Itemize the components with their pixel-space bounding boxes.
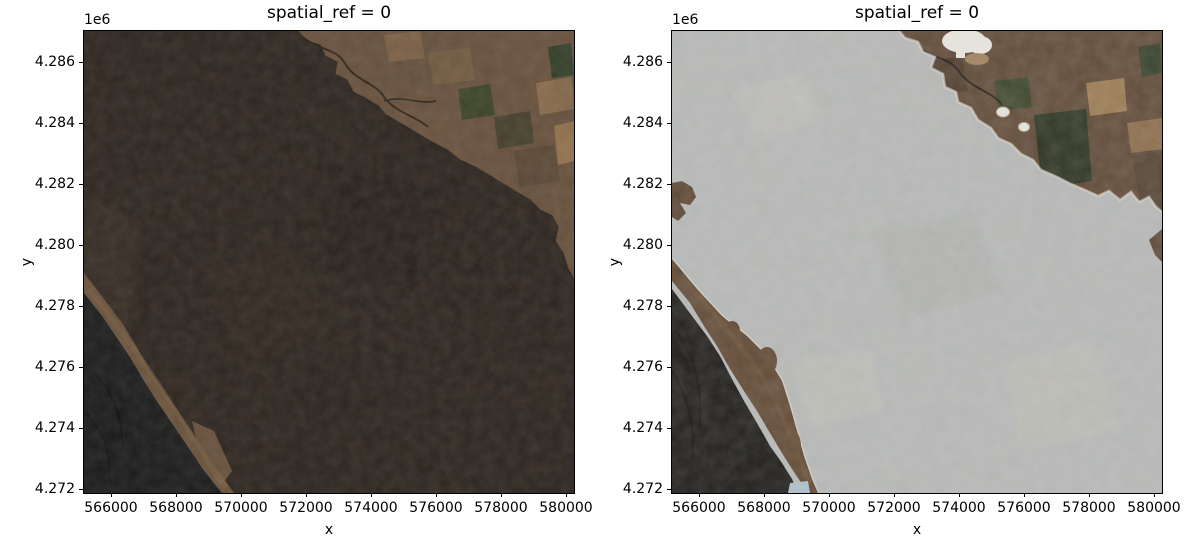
x-tick-mark xyxy=(894,493,895,497)
x-tick-label: 566000 xyxy=(84,500,138,516)
fine-grain-texture xyxy=(84,31,574,493)
x-axis-label: x xyxy=(324,522,334,538)
fine-grain-texture xyxy=(672,31,1162,493)
x-tick-label: 580000 xyxy=(1127,500,1181,516)
x-tick-mark xyxy=(959,493,960,497)
x-tick-mark xyxy=(176,493,177,497)
plot-title: spatial_ref = 0 xyxy=(266,3,392,23)
x-tick-label: 566000 xyxy=(672,500,726,516)
y-tick-label: 4.280 xyxy=(34,237,75,253)
x-axis-label: x xyxy=(912,522,922,538)
y-tick-label: 4.284 xyxy=(622,115,663,131)
y-tick-label: 4.280 xyxy=(622,237,663,253)
y-tick-mark xyxy=(79,62,84,63)
y-tick-label: 4.278 xyxy=(34,298,75,314)
x-tick-label: 574000 xyxy=(344,500,398,516)
x-tick-mark xyxy=(699,493,700,497)
x-tick-mark xyxy=(1154,493,1155,497)
x-tick-mark xyxy=(371,493,372,497)
y-tick-mark xyxy=(79,428,84,429)
y-tick-label: 4.286 xyxy=(622,54,663,70)
y-tick-label: 4.276 xyxy=(34,359,75,375)
y-tick-mark xyxy=(79,184,84,185)
x-tick-label: 578000 xyxy=(1062,500,1116,516)
y-tick-mark xyxy=(79,489,84,490)
x-tick-mark xyxy=(1089,493,1090,497)
y-tick-mark xyxy=(667,123,672,124)
x-tick-label: 572000 xyxy=(867,500,921,516)
y-tick-mark xyxy=(667,428,672,429)
x-tick-label: 568000 xyxy=(737,500,791,516)
y-tick-mark xyxy=(667,367,672,368)
y-tick-label: 4.276 xyxy=(622,359,663,375)
x-tick-mark xyxy=(1024,493,1025,497)
x-tick-mark xyxy=(829,493,830,497)
y-tick-mark xyxy=(667,62,672,63)
y-tick-mark xyxy=(667,306,672,307)
y-tick-mark xyxy=(79,245,84,246)
subplot-left: spatial_ref = 0 1e6 xyxy=(19,3,593,538)
y-tick-label: 4.278 xyxy=(622,298,663,314)
y-tick-label: 4.282 xyxy=(34,176,75,192)
x-tick-mark xyxy=(764,493,765,497)
x-tick-label: 572000 xyxy=(279,500,333,516)
y-tick-mark xyxy=(79,123,84,124)
x-tick-mark xyxy=(111,493,112,497)
y-tick-mark xyxy=(667,245,672,246)
satellite-image-left xyxy=(84,31,574,493)
y-tick-mark xyxy=(79,367,84,368)
y-tick-label: 4.274 xyxy=(622,420,663,436)
y-tick-label: 4.284 xyxy=(34,115,75,131)
x-tick-label: 580000 xyxy=(539,500,593,516)
x-tick-mark xyxy=(566,493,567,497)
x-tick-label: 568000 xyxy=(149,500,203,516)
x-tick-label: 576000 xyxy=(997,500,1051,516)
plot-title: spatial_ref = 0 xyxy=(854,3,980,23)
x-tick-label: 576000 xyxy=(409,500,463,516)
y-tick-mark xyxy=(667,184,672,185)
y-tick-mark xyxy=(667,489,672,490)
x-tick-mark xyxy=(241,493,242,497)
y-axis-offset-label: 1e6 xyxy=(672,12,699,28)
x-tick-label: 578000 xyxy=(474,500,528,516)
y-tick-mark xyxy=(79,306,84,307)
y-tick-label: 4.272 xyxy=(622,481,663,497)
x-tick-mark xyxy=(501,493,502,497)
x-tick-label: 570000 xyxy=(802,500,856,516)
x-tick-mark xyxy=(306,493,307,497)
y-tick-label: 4.274 xyxy=(34,420,75,436)
y-axis-offset-label: 1e6 xyxy=(84,12,111,28)
y-tick-label: 4.272 xyxy=(34,481,75,497)
y-tick-label: 4.286 xyxy=(34,54,75,70)
x-tick-label: 570000 xyxy=(214,500,268,516)
x-tick-label: 574000 xyxy=(932,500,986,516)
subplot-right: spatial_ref = 0 1e6 xyxy=(607,3,1181,538)
y-tick-label: 4.282 xyxy=(622,176,663,192)
x-tick-mark xyxy=(436,493,437,497)
satellite-image-right xyxy=(672,31,1162,493)
